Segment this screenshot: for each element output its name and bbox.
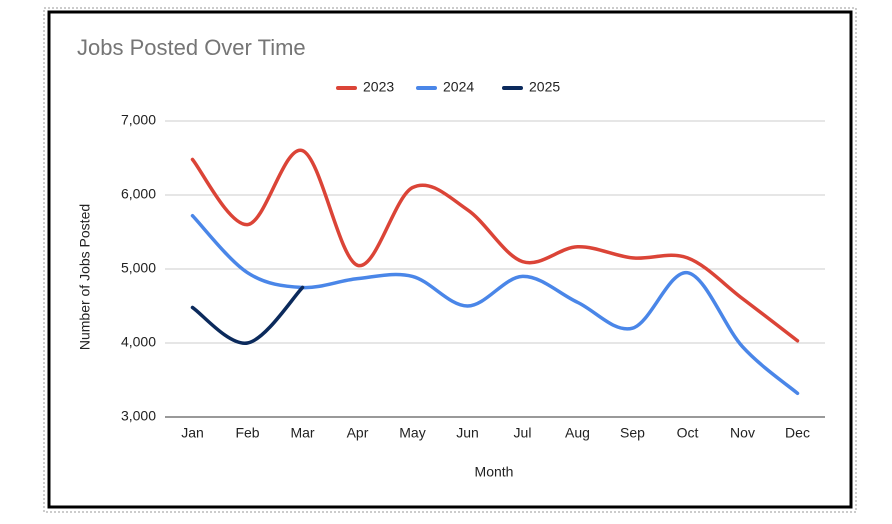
legend-label: 2023 [363,79,394,95]
chart-frame [47,10,853,509]
y-tick-label: 6,000 [121,186,156,202]
x-tick-label: Jan [181,425,204,441]
x-tick-label: Jun [456,425,479,441]
y-tick-label: 5,000 [121,260,156,276]
legend-label: 2024 [443,79,474,95]
chart-title: Jobs Posted Over Time [77,35,306,60]
x-tick-label: Oct [677,425,699,441]
series-line [190,148,800,343]
y-tick-label: 7,000 [121,112,156,128]
y-tick-label: 4,000 [121,334,156,350]
y-tick-label: 3,000 [121,408,156,424]
x-tick-label: Jul [514,425,532,441]
x-tick-label: Aug [565,425,590,441]
x-tick-label: Dec [785,425,810,441]
x-tick-label: Sep [620,425,645,441]
outer-border [43,7,857,513]
x-tick-label: May [399,425,425,441]
y-axis-title: Number of Jobs Posted [77,204,93,350]
x-axis-title: Month [475,464,514,480]
x-tick-label: Nov [730,425,755,441]
legend-label: 2025 [529,79,560,95]
x-tick-label: Feb [235,425,259,441]
series-line [190,285,305,345]
x-tick-label: Apr [347,425,369,441]
x-tick-label: Mar [290,425,314,441]
